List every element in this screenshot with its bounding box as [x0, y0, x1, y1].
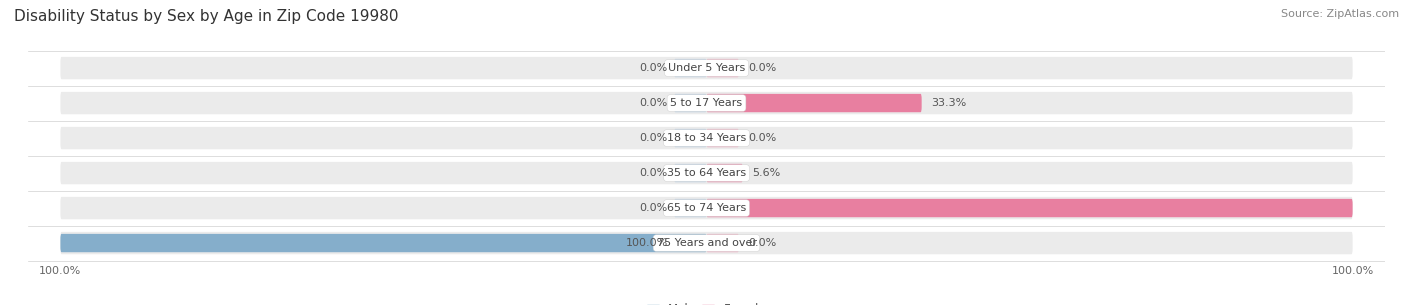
Text: 0.0%: 0.0%	[640, 98, 668, 108]
FancyBboxPatch shape	[60, 92, 1353, 114]
Text: 35 to 64 Years: 35 to 64 Years	[666, 168, 747, 178]
Text: 0.0%: 0.0%	[640, 63, 668, 73]
FancyBboxPatch shape	[60, 162, 1353, 184]
Text: 33.3%: 33.3%	[931, 98, 966, 108]
FancyBboxPatch shape	[675, 129, 707, 147]
FancyBboxPatch shape	[675, 59, 707, 77]
FancyBboxPatch shape	[675, 94, 707, 112]
Text: 5.6%: 5.6%	[752, 168, 780, 178]
Text: Disability Status by Sex by Age in Zip Code 19980: Disability Status by Sex by Age in Zip C…	[14, 9, 398, 24]
Text: 0.0%: 0.0%	[640, 203, 668, 213]
Text: 100.0%: 100.0%	[1362, 203, 1405, 213]
Text: 100.0%: 100.0%	[626, 238, 668, 248]
FancyBboxPatch shape	[60, 127, 1353, 149]
FancyBboxPatch shape	[707, 129, 738, 147]
FancyBboxPatch shape	[707, 234, 738, 252]
Text: 0.0%: 0.0%	[640, 168, 668, 178]
FancyBboxPatch shape	[60, 232, 1353, 254]
FancyBboxPatch shape	[675, 164, 707, 182]
FancyBboxPatch shape	[60, 234, 707, 252]
Text: Source: ZipAtlas.com: Source: ZipAtlas.com	[1281, 9, 1399, 19]
Legend: Male, Female: Male, Female	[647, 303, 766, 305]
FancyBboxPatch shape	[707, 59, 738, 77]
Text: 5 to 17 Years: 5 to 17 Years	[671, 98, 742, 108]
Text: 0.0%: 0.0%	[748, 133, 776, 143]
Text: 65 to 74 Years: 65 to 74 Years	[666, 203, 747, 213]
Text: 18 to 34 Years: 18 to 34 Years	[666, 133, 747, 143]
FancyBboxPatch shape	[675, 199, 707, 217]
Text: 75 Years and over: 75 Years and over	[657, 238, 756, 248]
Text: Under 5 Years: Under 5 Years	[668, 63, 745, 73]
Text: 0.0%: 0.0%	[640, 133, 668, 143]
Text: 0.0%: 0.0%	[748, 63, 776, 73]
FancyBboxPatch shape	[707, 164, 742, 182]
FancyBboxPatch shape	[60, 197, 1353, 219]
FancyBboxPatch shape	[707, 94, 922, 112]
FancyBboxPatch shape	[707, 199, 1353, 217]
FancyBboxPatch shape	[60, 57, 1353, 79]
Text: 0.0%: 0.0%	[748, 238, 776, 248]
